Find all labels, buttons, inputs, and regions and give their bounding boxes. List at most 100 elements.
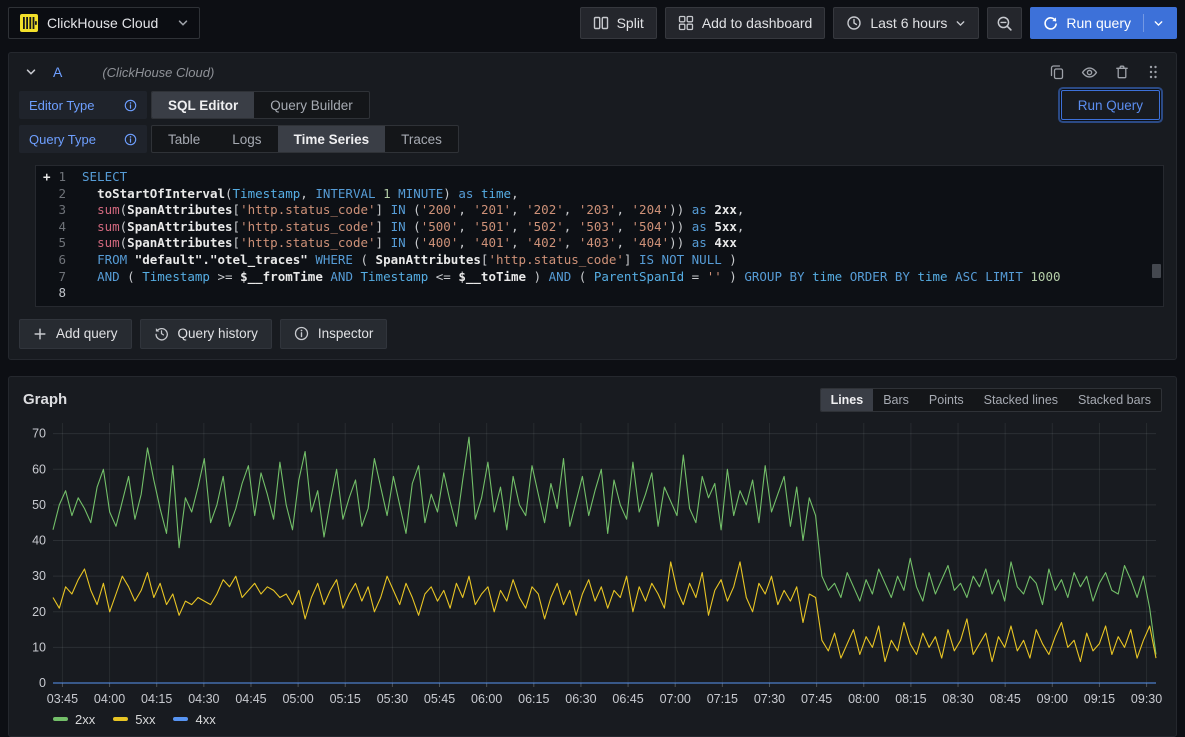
query-type-option-table[interactable]: Table	[152, 126, 216, 152]
plus-icon	[33, 327, 47, 341]
svg-text:08:30: 08:30	[942, 692, 973, 706]
svg-text:09:15: 09:15	[1084, 692, 1115, 706]
query-type-label: Query Type	[19, 125, 147, 153]
zoom-out-button[interactable]	[987, 7, 1022, 39]
graph-mode-option-lines[interactable]: Lines	[821, 389, 874, 411]
query-type-option-logs[interactable]: Logs	[216, 126, 277, 152]
legend-label-4xx: 4xx	[195, 712, 215, 727]
time-series-chart[interactable]: 01020304050607003:4504:0004:1504:3004:45…	[23, 417, 1162, 709]
svg-text:06:00: 06:00	[471, 692, 502, 706]
drag-handle-icon[interactable]	[1146, 64, 1160, 80]
graph-panel: Graph LinesBarsPointsStacked linesStacke…	[8, 376, 1177, 737]
svg-text:05:45: 05:45	[424, 692, 455, 706]
code-line-5[interactable]: 5 sum(SpanAttributes['http.status_code']…	[36, 235, 1163, 252]
svg-text:04:15: 04:15	[141, 692, 172, 706]
collapse-chevron-icon[interactable]	[25, 66, 37, 78]
info-circle-icon[interactable]	[124, 133, 137, 146]
graph-mode-option-points[interactable]: Points	[919, 389, 974, 411]
legend-item-4xx[interactable]: 4xx	[173, 712, 215, 727]
svg-text:60: 60	[32, 462, 46, 476]
info-circle-icon	[294, 326, 309, 341]
legend-label-2xx: 2xx	[75, 712, 95, 727]
editor-type-label: Editor Type	[19, 91, 147, 119]
svg-text:30: 30	[32, 569, 46, 583]
editor-type-toggle: SQL EditorQuery Builder	[151, 91, 370, 119]
editor-scrollbar-thumb[interactable]	[1152, 264, 1161, 278]
graph-panel-header: Graph LinesBarsPointsStacked linesStacke…	[23, 387, 1162, 413]
query-history-button[interactable]: Query history	[140, 319, 272, 349]
graph-mode-option-stacked-bars[interactable]: Stacked bars	[1068, 389, 1161, 411]
svg-text:03:45: 03:45	[47, 692, 78, 706]
split-button[interactable]: Split	[580, 7, 657, 39]
clickhouse-logo-icon	[19, 13, 39, 33]
legend-item-5xx[interactable]: 5xx	[113, 712, 155, 727]
info-circle-icon[interactable]	[124, 99, 137, 112]
add-to-dashboard-button[interactable]: Add to dashboard	[665, 7, 826, 39]
legend-swatch-2xx	[53, 717, 68, 721]
graph-mode-option-stacked-lines[interactable]: Stacked lines	[974, 389, 1068, 411]
svg-text:07:45: 07:45	[801, 692, 832, 706]
split-icon	[593, 15, 609, 31]
run-query-button-toolbar[interactable]: Run query	[1030, 7, 1177, 39]
query-type-option-time-series[interactable]: Time Series	[278, 126, 386, 152]
chart-area: 01020304050607003:4504:0004:1504:3004:45…	[23, 417, 1162, 732]
sql-code-editor[interactable]: 1+SELECT2 toStartOfInterval(Timestamp, I…	[35, 165, 1164, 307]
query-row-header: A (ClickHouse Cloud)	[19, 59, 1166, 85]
history-icon	[154, 326, 169, 341]
svg-text:07:30: 07:30	[754, 692, 785, 706]
query-type-row: Query Type TableLogsTime SeriesTraces	[19, 125, 1166, 153]
svg-text:50: 50	[32, 498, 46, 512]
datasource-name: ClickHouse Cloud	[47, 15, 158, 31]
toggle-visibility-eye-icon[interactable]	[1081, 64, 1098, 81]
svg-text:06:30: 06:30	[565, 692, 596, 706]
svg-text:04:30: 04:30	[188, 692, 219, 706]
legend-label-5xx: 5xx	[135, 712, 155, 727]
svg-text:40: 40	[32, 533, 46, 547]
svg-text:08:00: 08:00	[848, 692, 879, 706]
code-line-3[interactable]: 3 sum(SpanAttributes['http.status_code']…	[36, 202, 1163, 219]
explore-toolbar: ClickHouse Cloud Split Add to dashboard …	[0, 0, 1185, 44]
code-line-1[interactable]: 1+SELECT	[36, 169, 1163, 186]
add-line-plus-icon[interactable]: +	[43, 169, 51, 186]
datasource-picker[interactable]: ClickHouse Cloud	[8, 7, 200, 39]
query-type-toggle: TableLogsTime SeriesTraces	[151, 125, 459, 153]
svg-text:08:45: 08:45	[990, 692, 1021, 706]
svg-text:07:15: 07:15	[707, 692, 738, 706]
editor-type-option-sql-editor[interactable]: SQL Editor	[152, 92, 254, 118]
query-editor-panel: A (ClickHouse Cloud) Editor Type SQL Edi…	[8, 52, 1177, 360]
query-type-option-traces[interactable]: Traces	[385, 126, 458, 152]
split-label: Split	[617, 15, 644, 31]
editor-type-option-query-builder[interactable]: Query Builder	[254, 92, 369, 118]
query-datasource-hint: (ClickHouse Cloud)	[102, 65, 214, 80]
svg-text:70: 70	[32, 426, 46, 440]
delete-query-trash-icon[interactable]	[1114, 64, 1130, 80]
run-query-button-panel[interactable]: Run Query	[1061, 90, 1160, 120]
chevron-down-icon[interactable]	[1153, 18, 1164, 29]
graph-mode-option-bars[interactable]: Bars	[873, 389, 919, 411]
duplicate-query-icon[interactable]	[1049, 64, 1065, 80]
code-line-6[interactable]: 6 FROM "default"."otel_traces" WHERE ( S…	[36, 252, 1163, 269]
inspector-button[interactable]: Inspector	[280, 319, 388, 349]
svg-text:04:00: 04:00	[94, 692, 125, 706]
code-line-4[interactable]: 4 sum(SpanAttributes['http.status_code']…	[36, 219, 1163, 236]
zoom-out-icon	[996, 15, 1013, 32]
time-range-label: Last 6 hours	[870, 15, 947, 31]
code-line-8[interactable]: 8	[36, 285, 1163, 302]
sync-icon	[1043, 16, 1058, 31]
toolbar-actions: Split Add to dashboard Last 6 hours	[580, 7, 1177, 39]
svg-text:09:30: 09:30	[1131, 692, 1162, 706]
graph-mode-toggle: LinesBarsPointsStacked linesStacked bars	[820, 388, 1162, 412]
svg-text:09:00: 09:00	[1037, 692, 1068, 706]
chart-legend: 2xx 5xx 4xx	[23, 709, 1162, 732]
svg-text:08:15: 08:15	[895, 692, 926, 706]
legend-swatch-5xx	[113, 717, 128, 721]
time-range-picker[interactable]: Last 6 hours	[833, 7, 979, 39]
add-query-button[interactable]: Add query	[19, 319, 132, 349]
svg-text:06:45: 06:45	[612, 692, 643, 706]
legend-item-2xx[interactable]: 2xx	[53, 712, 95, 727]
svg-text:06:15: 06:15	[518, 692, 549, 706]
query-ref-id[interactable]: A	[53, 64, 62, 80]
code-line-7[interactable]: 7 AND ( Timestamp >= $__fromTime AND Tim…	[36, 269, 1163, 286]
code-line-2[interactable]: 2 toStartOfInterval(Timestamp, INTERVAL …	[36, 186, 1163, 203]
chevron-down-icon	[177, 17, 189, 29]
